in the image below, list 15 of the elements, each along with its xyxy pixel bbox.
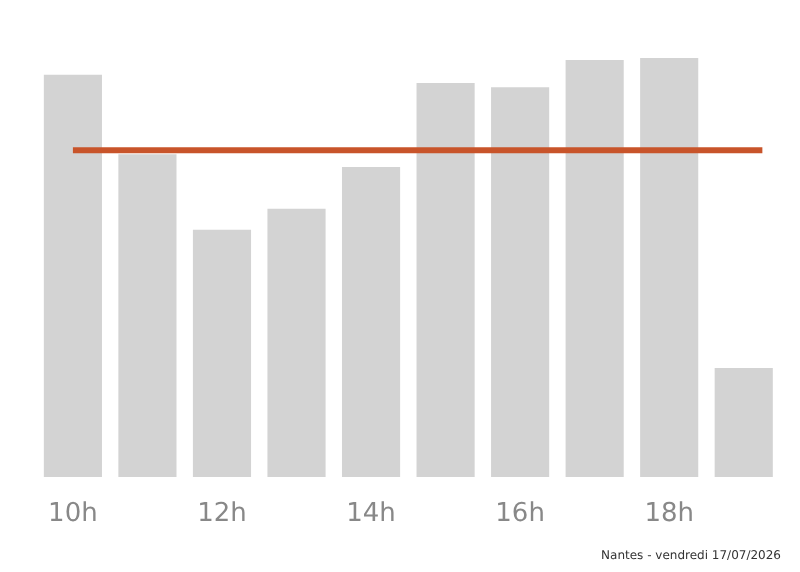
bar [267, 208, 326, 477]
bar [43, 74, 102, 477]
x-tick-label: 12h [197, 499, 247, 529]
bar [714, 368, 773, 477]
x-tick-label: 16h [495, 499, 545, 529]
bar [640, 57, 699, 477]
bar [565, 60, 624, 477]
bar [491, 87, 550, 477]
x-tick-label: 10h [48, 499, 98, 529]
bar [118, 154, 177, 477]
x-tick-label: 18h [644, 499, 694, 529]
bar [192, 229, 252, 477]
x-tick-label: 14h [346, 499, 396, 529]
bar [341, 166, 401, 477]
bar [416, 83, 475, 477]
